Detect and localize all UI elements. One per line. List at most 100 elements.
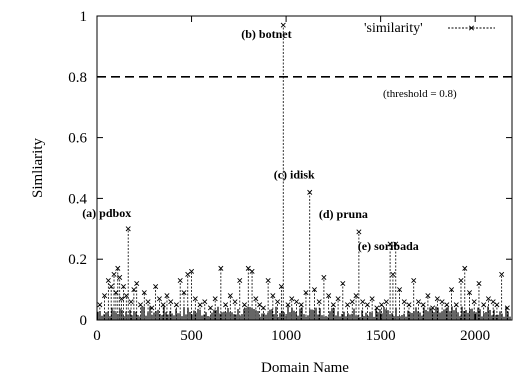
series-point (330, 302, 336, 308)
x-tick-label: 1500 (366, 328, 396, 344)
series-point (406, 302, 412, 308)
y-axis-ticks: 0 0.2 0.4 0.6 0.8 1 (68, 9, 512, 329)
y-tick-label: 0.2 (68, 252, 87, 268)
series-point (227, 293, 233, 299)
series-point (303, 290, 309, 296)
y-tick-label: 0.4 (68, 191, 87, 207)
series-point (207, 305, 213, 311)
series-point (466, 290, 473, 296)
threshold-label: (threshold = 0.8) (383, 88, 457, 100)
series-point (387, 241, 393, 247)
series-point (458, 277, 464, 283)
series-point (374, 305, 380, 311)
series-point (237, 277, 243, 283)
series-point (156, 296, 162, 302)
series-point (149, 305, 155, 311)
series-point (185, 271, 191, 277)
series-point (131, 287, 137, 293)
annotation-label: (d) pruna (319, 207, 368, 221)
x-tick-label: 500 (180, 328, 203, 344)
series-point (189, 268, 195, 274)
threshold-line-group: (threshold = 0.8) (97, 76, 512, 100)
series-point (173, 302, 179, 308)
series-point (462, 265, 468, 271)
annotation-label: (e) soribada (358, 239, 419, 253)
series-point (197, 302, 203, 308)
series-point (123, 293, 129, 299)
series-point (115, 265, 121, 271)
series-point (278, 284, 284, 290)
series-point (134, 281, 140, 287)
series-point (425, 293, 431, 299)
series-point (353, 293, 359, 299)
series-point (434, 296, 440, 302)
series-point (298, 302, 304, 308)
series-point (321, 274, 327, 280)
plot-frame (96, 15, 513, 321)
series-point (177, 277, 183, 283)
series-point (453, 302, 459, 308)
series-point (420, 302, 426, 308)
series-point (218, 265, 224, 271)
series-point (223, 302, 229, 308)
series-point (401, 299, 407, 305)
series-point (449, 287, 455, 293)
series-point (270, 293, 276, 299)
series-point (125, 226, 131, 232)
series-point (411, 277, 417, 283)
series-point (232, 299, 238, 305)
series-point (181, 290, 187, 296)
series-point (285, 302, 291, 308)
series-point (164, 293, 170, 299)
legend: 'similarity' (364, 21, 495, 36)
x-axis-ticks: 0 500 1000 1500 2000 (93, 16, 490, 344)
series-point (345, 302, 351, 308)
series-point (212, 296, 218, 302)
series-point (120, 284, 126, 290)
legend-series-name: 'similarity' (364, 21, 423, 36)
series-point (415, 299, 421, 305)
series-point (490, 299, 496, 305)
series-point (241, 302, 248, 308)
series-point (494, 302, 500, 308)
series-point (102, 293, 108, 299)
series-point (397, 287, 403, 293)
annotation-label: (a) pdbox (82, 206, 131, 220)
series-point (153, 284, 159, 290)
series-point (119, 296, 125, 302)
series-point (369, 296, 375, 302)
series-point (311, 287, 317, 293)
series-point (249, 268, 255, 274)
y-tick-label: 1 (80, 9, 88, 25)
x-axis-label: Domain Name (261, 360, 349, 376)
series-point (245, 265, 251, 271)
series-point (145, 299, 151, 305)
y-tick-label: 0 (80, 313, 88, 329)
series-point (471, 299, 477, 305)
legend-marker (468, 25, 475, 31)
series-point (293, 299, 300, 305)
series-point (97, 302, 103, 308)
series-point (364, 302, 370, 308)
series-point (192, 296, 198, 302)
series-point (360, 299, 366, 305)
series-point (275, 299, 281, 305)
series-point (168, 299, 174, 305)
series-point (160, 302, 166, 308)
series-point (260, 305, 266, 311)
annotation-label: (c) idisk (274, 167, 315, 181)
series-point (105, 277, 111, 283)
series-point (504, 305, 510, 311)
series-point (379, 302, 385, 308)
y-tick-label: 0.8 (68, 70, 87, 86)
x-tick-label: 1000 (271, 328, 301, 344)
series-point (439, 299, 445, 305)
series-point (265, 277, 271, 283)
series-point (499, 271, 505, 277)
series-point (430, 305, 436, 311)
series-point (481, 302, 487, 308)
y-tick-label: 0.6 (68, 131, 87, 147)
series-point (340, 281, 346, 287)
series-point (335, 296, 341, 302)
series-point (202, 299, 208, 305)
